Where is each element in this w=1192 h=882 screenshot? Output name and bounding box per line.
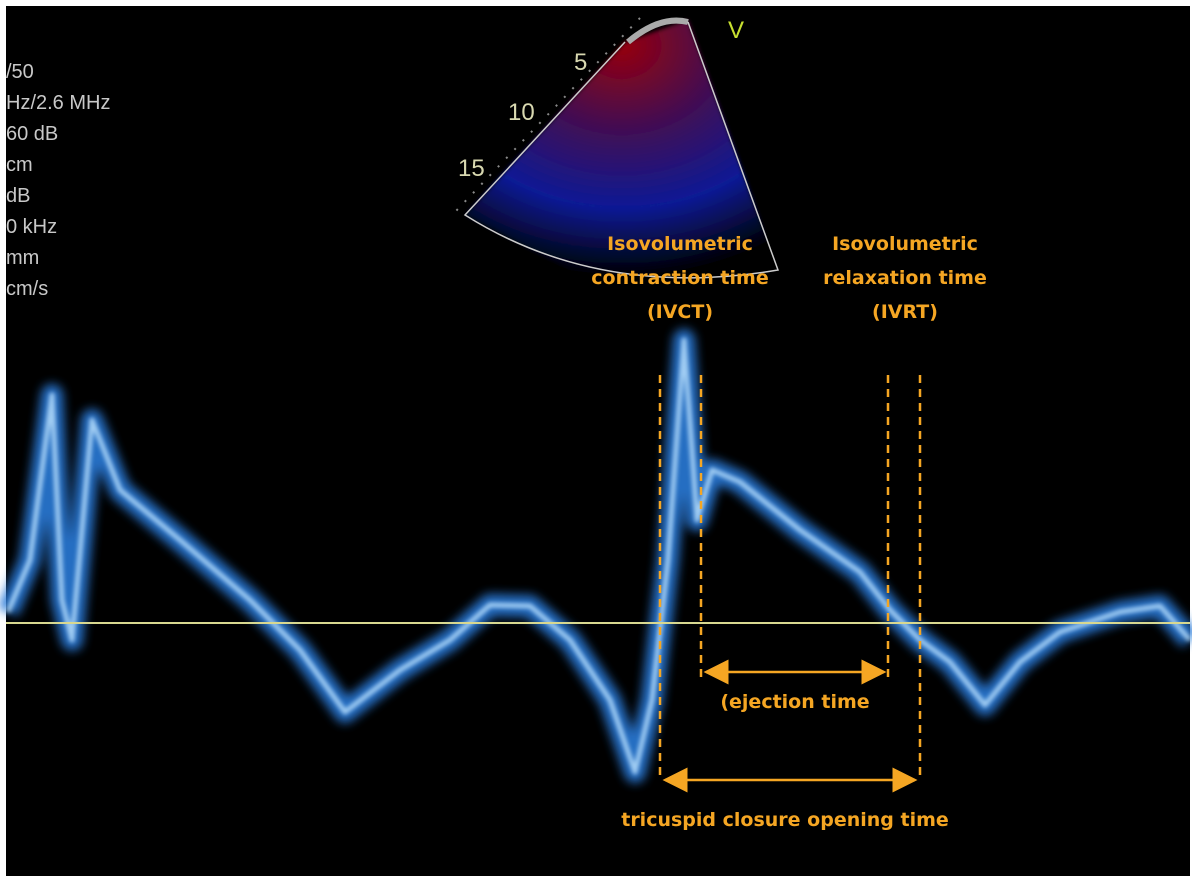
mode-label: V [728,17,744,44]
setting-text: dB [6,185,30,207]
ivct-label: Isovolumetric [607,233,753,255]
setting-text: 60 dB [6,123,58,145]
closure-label: tricuspid closure opening time [621,809,949,831]
ivrt-label: relaxation time [823,267,987,289]
setting-text: mm [6,247,39,269]
ivct-label: contraction time [591,267,768,289]
screen: 5 10 15 V /50 Hz/2.6 MHz 60 dB cm dB 0 kHz mm c… [0,0,1192,882]
ivrt-label: (IVRT) [872,301,938,323]
setting-text: cm/s [6,278,48,300]
depth-label: 15 [458,155,485,182]
setting-text: Hz/2.6 MHz [6,92,110,114]
setting-text: /50 [6,61,34,83]
ejection-label: (ejection time [720,691,869,713]
setting-text: cm [6,154,33,176]
ivrt-label: Isovolumetric [832,233,978,255]
depth-label: 10 [508,99,535,126]
ivct-label: (IVCT) [647,301,713,323]
depth-label: 5 [574,49,587,76]
setting-text: 0 kHz [6,216,57,238]
